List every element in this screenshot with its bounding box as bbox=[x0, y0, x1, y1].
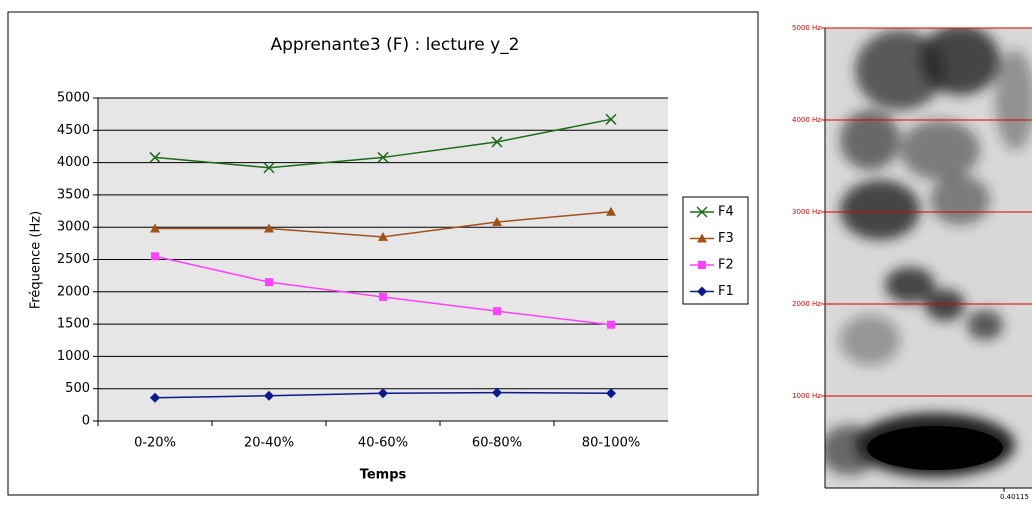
y-tick-label: 1000 bbox=[57, 349, 90, 364]
x-tick-label: 0.40115 bbox=[1000, 493, 1029, 501]
spectrogram-image bbox=[825, 28, 1032, 488]
legend-label: F4 bbox=[718, 205, 734, 220]
legend-label: F2 bbox=[718, 258, 734, 273]
y-tick-label: 4000 Hz bbox=[792, 116, 821, 124]
y-tick-label: 5000 bbox=[57, 91, 90, 106]
marker bbox=[606, 388, 616, 399]
marker bbox=[492, 387, 502, 398]
marker bbox=[264, 223, 274, 233]
marker bbox=[263, 162, 275, 174]
marker bbox=[491, 136, 503, 148]
legend-marker bbox=[698, 261, 706, 269]
x-axis-label: Temps bbox=[360, 468, 407, 483]
y-tick-label: 1000 Hz bbox=[792, 392, 821, 400]
legend-marker bbox=[696, 206, 708, 218]
y-tick-label: 2000 bbox=[57, 284, 90, 299]
marker bbox=[606, 206, 616, 216]
legend-label: F3 bbox=[718, 231, 734, 246]
x-tick-label: 20-40% bbox=[244, 436, 294, 451]
marker bbox=[493, 307, 501, 316]
marker bbox=[149, 151, 161, 163]
y-tick-label: 500 bbox=[65, 381, 90, 396]
marker bbox=[379, 292, 387, 301]
y-tick-label: 3000 Hz bbox=[792, 208, 821, 216]
y-tick-label: 4500 bbox=[57, 123, 90, 138]
y-tick-label: 5000 Hz bbox=[792, 24, 821, 32]
marker bbox=[150, 223, 160, 233]
marker bbox=[151, 252, 159, 261]
marker bbox=[265, 278, 273, 287]
x-tick-label: 0-20% bbox=[134, 436, 176, 451]
y-axis-label: Fréquence (Hz) bbox=[29, 211, 44, 309]
marker bbox=[378, 388, 388, 399]
legend-marker bbox=[697, 233, 707, 243]
marker bbox=[607, 320, 615, 329]
marker bbox=[377, 151, 389, 163]
y-tick-label: 2000 Hz bbox=[792, 300, 821, 308]
legend bbox=[682, 196, 749, 305]
x-tick-label: 60-80% bbox=[472, 436, 522, 451]
legend-label: F1 bbox=[718, 284, 734, 299]
chart-title: Apprenante3 (F) : lecture y_2 bbox=[271, 35, 520, 55]
y-tick-label: 3500 bbox=[57, 187, 90, 202]
marker bbox=[492, 217, 502, 227]
y-tick-label: 4000 bbox=[57, 155, 90, 170]
y-tick-label: 1500 bbox=[57, 317, 90, 332]
marker bbox=[605, 113, 617, 125]
marker bbox=[150, 392, 160, 403]
y-tick-label: 3000 bbox=[57, 220, 90, 235]
marker bbox=[264, 390, 274, 401]
x-tick-label: 80-100% bbox=[582, 436, 640, 451]
x-tick-label: 40-60% bbox=[358, 436, 408, 451]
marker bbox=[378, 231, 388, 241]
y-tick-label: 0 bbox=[82, 414, 90, 429]
legend-marker bbox=[697, 286, 707, 297]
y-tick-label: 2500 bbox=[57, 252, 90, 267]
